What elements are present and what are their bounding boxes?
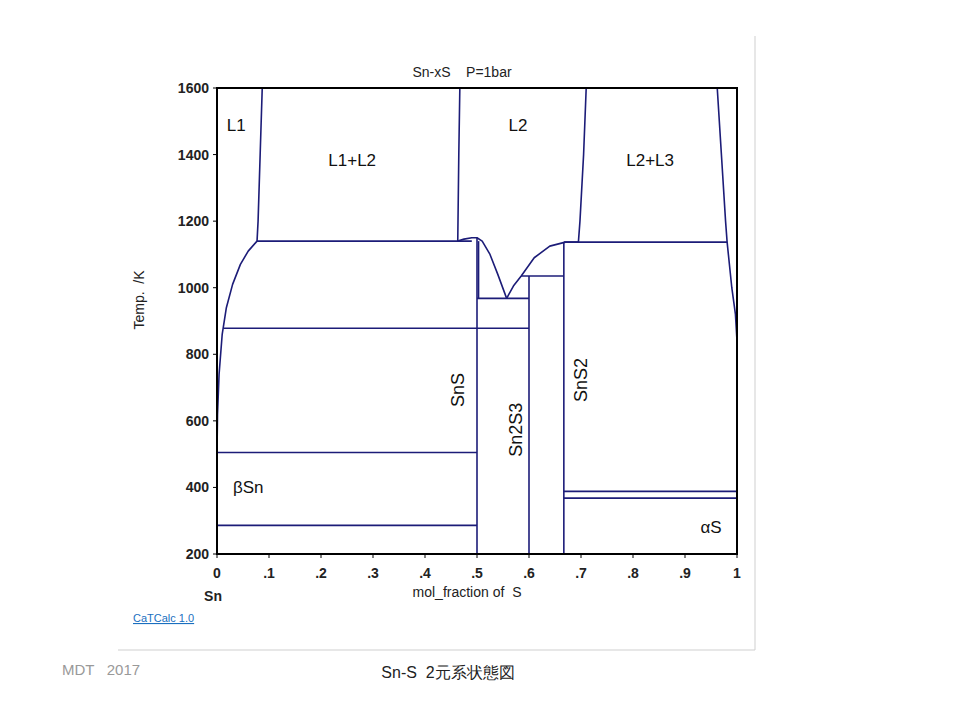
region-label: L2 xyxy=(509,116,528,135)
compound-label: SnS2 xyxy=(571,358,591,402)
phase-boundary xyxy=(578,88,586,242)
x-tick xyxy=(373,554,374,558)
x-tick xyxy=(217,554,218,558)
phase-boundary xyxy=(507,242,579,298)
y-tick-label: 1200 xyxy=(178,213,209,229)
x-tick xyxy=(269,554,270,558)
y-tick-label: 1000 xyxy=(178,280,209,296)
y-tick-label: 200 xyxy=(186,546,210,562)
chart: 200 400 600 800 1000 1200 1400 1600 0 .1 .2 .3 .4 .5.… xyxy=(0,0,960,720)
origin-label: Sn xyxy=(204,588,222,604)
x-tick-label: 1 xyxy=(733,565,741,581)
y-tick xyxy=(213,420,217,421)
x-tick xyxy=(477,554,478,558)
x-tick-label: .6 xyxy=(523,565,535,581)
y-tick xyxy=(213,88,217,89)
phase-boundary xyxy=(564,241,727,243)
x-tick xyxy=(737,554,738,558)
phase-boundary xyxy=(217,525,477,527)
chart-title: Sn-xS P=1bar xyxy=(412,64,512,80)
y-tick xyxy=(213,554,217,555)
x-tick xyxy=(633,554,634,558)
y-tick xyxy=(213,287,217,288)
phase-boundary xyxy=(458,88,460,241)
y-axis-label: Temp. /K xyxy=(131,270,147,330)
region-label: βSn xyxy=(233,478,264,497)
y-tick-label: 600 xyxy=(186,413,210,429)
page-border xyxy=(755,36,756,650)
x-tick-label: .1 xyxy=(263,565,275,581)
compound-label: SnS xyxy=(448,373,468,407)
source-link: CaTCalc 1.0 xyxy=(133,612,194,624)
phase-boundary xyxy=(521,275,564,277)
phase-boundary xyxy=(217,241,257,452)
plot-frame xyxy=(217,88,737,554)
x-axis-label: mol_fraction of S xyxy=(413,584,522,600)
region-label: L2+L3 xyxy=(626,151,674,170)
phase-boundary xyxy=(717,88,737,341)
phase-boundary xyxy=(564,497,737,499)
y-tick xyxy=(213,154,217,155)
phase-boundary xyxy=(458,238,507,299)
compound-label: Sn2S3 xyxy=(506,403,526,457)
x-tick-label: .7 xyxy=(575,565,587,581)
x-tick-label: .2 xyxy=(315,565,327,581)
region-label: αS xyxy=(700,518,721,537)
caption: Sn-S 2元系状態図 xyxy=(381,664,514,681)
phase-boundary xyxy=(223,328,529,330)
phase-boundary xyxy=(257,240,472,242)
x-tick-label: 0 xyxy=(213,565,221,581)
y-tick-label: 400 xyxy=(186,479,210,495)
x-tick-label: .4 xyxy=(419,565,431,581)
region-label: L1+L2 xyxy=(328,151,376,170)
x-tick xyxy=(321,554,322,558)
x-tick xyxy=(581,554,582,558)
region-label: L1 xyxy=(227,116,246,135)
phase-boundary xyxy=(257,88,262,241)
phase-boundary xyxy=(217,452,477,454)
x-tick-label: .3 xyxy=(367,565,379,581)
y-tick xyxy=(213,221,217,222)
y-tick xyxy=(213,354,217,355)
phase-boundary xyxy=(477,298,529,300)
y-tick-label: 1400 xyxy=(178,147,209,163)
credit: MDT 2017 xyxy=(62,661,140,678)
x-tick-label: .5 xyxy=(471,565,483,581)
x-tick-label: .9 xyxy=(679,565,691,581)
x-tick xyxy=(685,554,686,558)
phase-boundary xyxy=(564,491,737,493)
y-tick-label: 1600 xyxy=(178,80,209,96)
phase-boundaries xyxy=(217,88,737,554)
phase-boundary xyxy=(476,238,478,554)
x-tick-label: .8 xyxy=(627,565,639,581)
phase-boundary xyxy=(478,241,480,298)
x-tick xyxy=(425,554,426,558)
page-border xyxy=(118,650,755,651)
x-tick xyxy=(529,554,530,558)
phase-boundary xyxy=(528,276,530,554)
y-tick xyxy=(213,487,217,488)
y-tick-label: 800 xyxy=(186,346,210,362)
phase-boundary xyxy=(563,242,565,554)
